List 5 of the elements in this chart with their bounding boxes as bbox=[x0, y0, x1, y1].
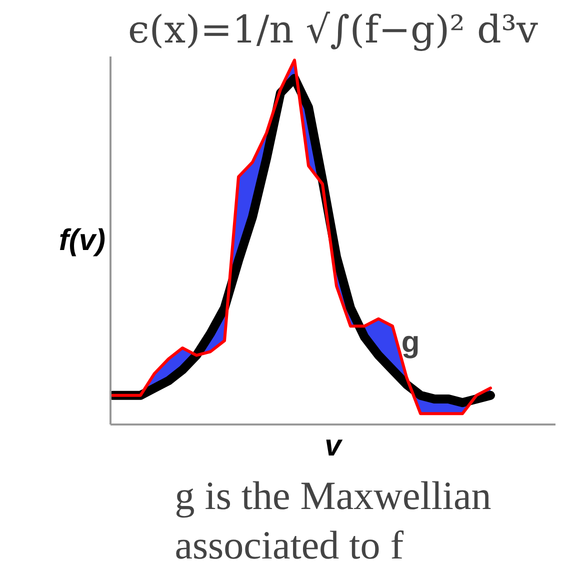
annotation: g bbox=[401, 326, 420, 359]
chart-title: ϵ(x)=1/n √∫(f−g)² d³v bbox=[128, 8, 539, 52]
y-axis-title: f(v) bbox=[58, 224, 106, 257]
x-axis-title: v bbox=[324, 430, 344, 462]
text: g is the Maxwellian associated to f bbox=[174, 473, 492, 568]
